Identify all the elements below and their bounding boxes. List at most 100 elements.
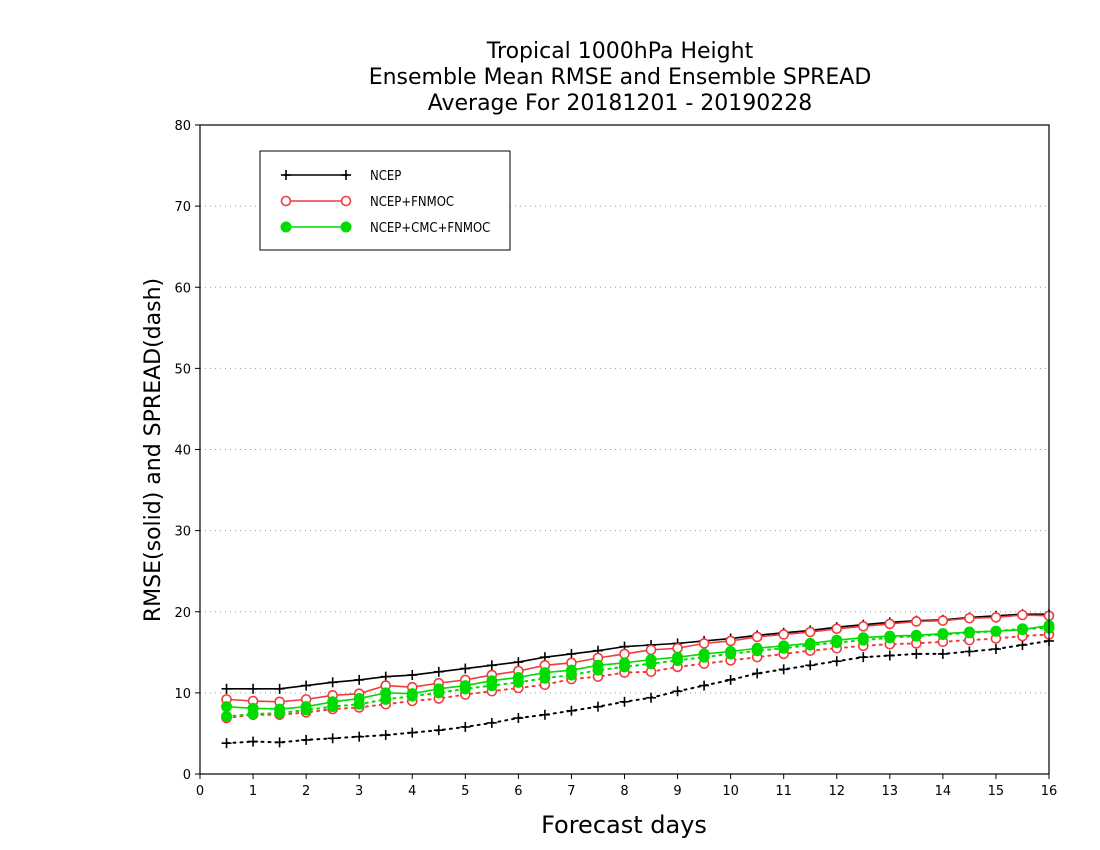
x-tick-label: 5 xyxy=(461,784,469,799)
rmse-point-ncep-cmc-fnmoc xyxy=(486,675,498,687)
spread-point-ncep xyxy=(407,727,418,738)
chart-title-line-1: Tropical 1000hPa Height xyxy=(486,39,754,64)
spread-point-ncep xyxy=(248,736,259,747)
rmse-point-ncep-fnmoc xyxy=(911,616,922,627)
rmse-point-ncep-fnmoc xyxy=(937,615,949,626)
rmse-point-ncep-cmc-fnmoc xyxy=(804,637,816,649)
spread-point-ncep xyxy=(831,656,842,667)
rmse-point-ncep xyxy=(248,683,259,694)
x-tick-label: 14 xyxy=(935,784,952,799)
spread-point-ncep xyxy=(805,660,816,671)
series-ncep xyxy=(221,609,1054,749)
x-tick-label: 2 xyxy=(302,784,310,799)
rmse-point-ncep-cmc-fnmoc xyxy=(274,703,286,715)
x-tick-label: 15 xyxy=(988,784,1005,799)
rmse-point-ncep-fnmoc xyxy=(672,642,683,654)
x-tick-label: 9 xyxy=(673,784,681,799)
y-tick-label: 50 xyxy=(174,362,191,377)
y-tick-label: 30 xyxy=(174,525,191,540)
rmse-point-ncep xyxy=(301,680,312,691)
spread-point-ncep xyxy=(672,686,683,697)
rmse-point-ncep-cmc-fnmoc xyxy=(672,651,684,663)
spread-point-ncep xyxy=(513,713,524,724)
rmse-point-ncep-cmc-fnmoc xyxy=(300,701,312,713)
rmse-point-ncep-cmc-fnmoc xyxy=(725,646,737,658)
series-ncep-cmc-fnmoc xyxy=(221,620,1055,722)
spread-point-ncep xyxy=(486,717,497,728)
x-tick-label: 7 xyxy=(567,784,575,799)
spread-point-ncep xyxy=(301,734,312,745)
spread-point-ncep xyxy=(937,648,948,659)
legend: NCEP NCEP+FNMOC NCEP+CMC+FNMOC xyxy=(259,150,511,251)
y-tick-label: 80 xyxy=(174,119,191,134)
legend-marker xyxy=(340,195,352,207)
x-tick-label: 12 xyxy=(828,784,845,799)
spread-point-ncep xyxy=(911,648,922,659)
spread-point-ncep xyxy=(327,733,338,744)
rmse-point-ncep-fnmoc xyxy=(1017,609,1028,621)
rmse-point-ncep-cmc-fnmoc xyxy=(380,687,392,699)
rmse-point-ncep-fnmoc xyxy=(725,635,736,647)
spread-point-ncep xyxy=(1017,640,1028,651)
x-tick-label: 4 xyxy=(408,784,416,799)
spread-point-ncep xyxy=(274,737,285,748)
spread-point-ncep xyxy=(858,652,869,663)
spread-point-ncep xyxy=(380,730,391,741)
rmse-point-ncep xyxy=(274,683,285,694)
x-tick-label: 13 xyxy=(882,784,899,799)
chart-title-line-2: Ensemble Mean RMSE and Ensemble SPREAD xyxy=(369,65,872,90)
spread-point-ncep xyxy=(433,725,444,736)
rmse-point-ncep-fnmoc xyxy=(751,631,763,643)
rmse-point-ncep xyxy=(486,660,497,671)
legend-marker xyxy=(281,170,291,180)
rmse-line-ncep-fnmoc xyxy=(226,614,1050,703)
legend-label: NCEP xyxy=(370,169,401,184)
rmse-point-ncep-fnmoc xyxy=(964,612,975,624)
rmse-point-ncep-cmc-fnmoc xyxy=(619,657,630,669)
rmse-point-ncep-cmc-fnmoc xyxy=(910,629,922,641)
rmse-point-ncep-cmc-fnmoc xyxy=(592,659,604,671)
rmse-point-ncep-cmc-fnmoc xyxy=(221,701,233,713)
rmse-point-ncep-cmc-fnmoc xyxy=(353,693,365,705)
rmse-point-ncep xyxy=(354,674,365,685)
y-axis-label: RMSE(solid) and SPREAD(dash) xyxy=(141,278,166,622)
spread-point-ncep xyxy=(460,721,471,732)
rmse-point-ncep-cmc-fnmoc xyxy=(963,626,975,638)
spread-point-ncep xyxy=(354,731,365,742)
spread-point-ncep xyxy=(964,646,975,657)
rmse-point-ncep-fnmoc xyxy=(857,621,869,632)
rmse-point-ncep-fnmoc xyxy=(698,638,710,649)
rmse-point-ncep-cmc-fnmoc xyxy=(1016,624,1028,636)
rmse-point-ncep-fnmoc xyxy=(804,626,816,638)
rmse-point-ncep-cmc-fnmoc xyxy=(406,688,418,700)
x-tick-label: 0 xyxy=(196,784,204,799)
rmse-point-ncep-cmc-fnmoc xyxy=(565,664,577,676)
spread-point-ncep xyxy=(592,701,603,712)
rmse-point-ncep-cmc-fnmoc xyxy=(751,642,763,654)
rmse-line-ncep-cmc-fnmoc xyxy=(226,624,1050,710)
rmse-point-ncep-fnmoc xyxy=(619,648,630,660)
x-tick-label: 8 xyxy=(620,784,628,799)
spread-point-ncep xyxy=(990,644,1001,655)
rmse-point-ncep-cmc-fnmoc xyxy=(539,667,551,679)
legend-marker xyxy=(280,195,292,207)
x-tick-label: 10 xyxy=(722,784,739,799)
legend-entry-ncep-cmc-fnmoc: NCEP+CMC+FNMOC xyxy=(280,221,490,236)
rmse-point-ncep-cmc-fnmoc xyxy=(884,630,896,642)
spread-line-ncep-cmc-fnmoc xyxy=(225,626,1050,718)
legend-label: NCEP+CMC+FNMOC xyxy=(370,221,490,236)
y-tick-label: 20 xyxy=(174,606,191,621)
x-tick-label: 6 xyxy=(514,784,522,799)
x-tick-label: 16 xyxy=(1041,784,1058,799)
spread-point-ncep xyxy=(619,696,630,707)
series-layer xyxy=(221,609,1055,749)
rmse-point-ncep xyxy=(566,648,577,659)
spread-line-ncep-fnmoc xyxy=(225,633,1050,720)
x-tick-label: 1 xyxy=(249,784,257,799)
y-tick-label: 70 xyxy=(174,200,191,215)
rmse-point-ncep xyxy=(327,677,338,688)
spread-point-ncep xyxy=(725,674,736,685)
x-axis-label: Forecast days xyxy=(541,811,707,839)
